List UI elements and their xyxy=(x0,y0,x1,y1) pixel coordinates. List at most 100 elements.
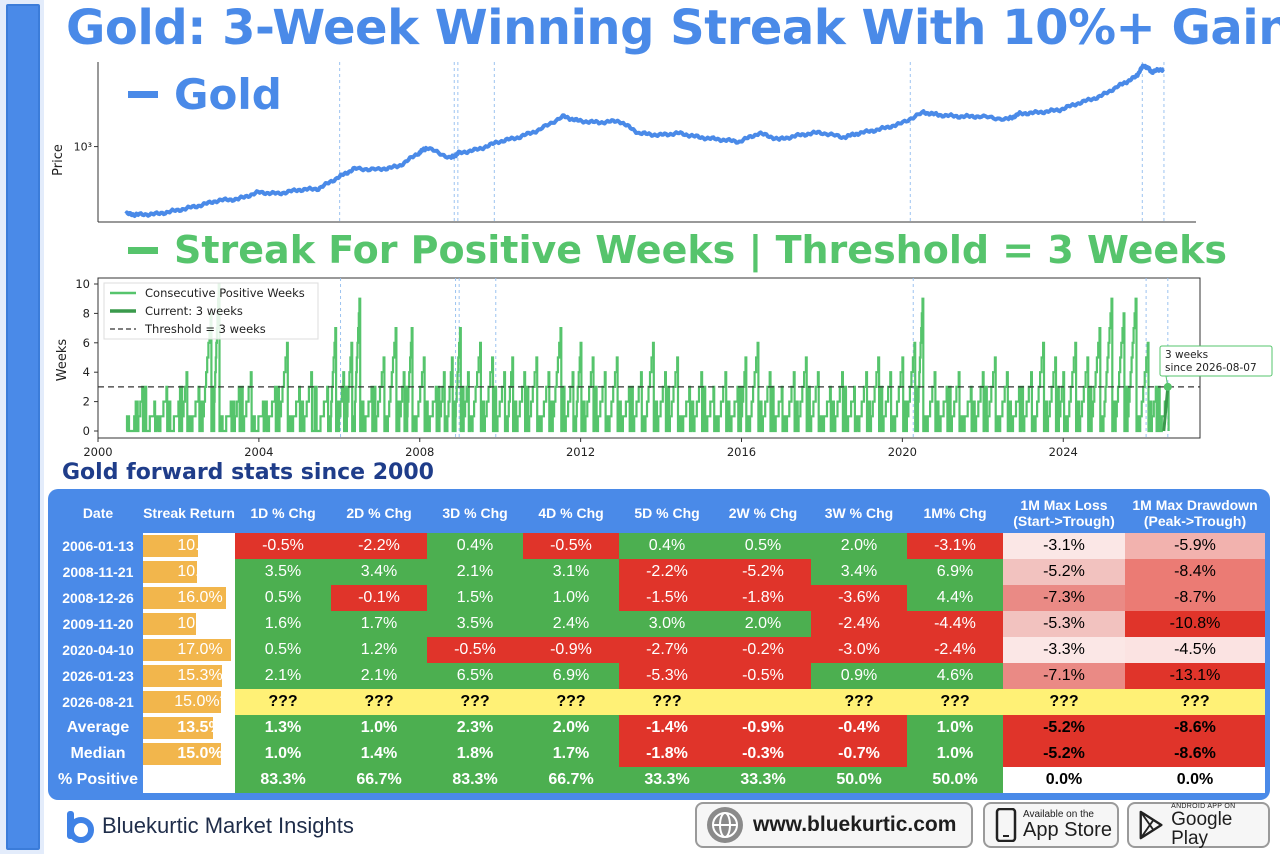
stat-cell: -0.4% xyxy=(811,715,907,741)
table-row: 2006-01-13 10.6% -0.5% -2.2% 0.4% -0.5% 0.4% 0.… xyxy=(53,533,1265,559)
streak-ytick-label: 2 xyxy=(83,395,90,409)
stat-cell: 3.5% xyxy=(235,559,331,585)
stat-cell: 3.4% xyxy=(811,559,907,585)
stat-cell: 2.0% xyxy=(811,533,907,559)
streak-xtick-label: 2020 xyxy=(888,445,917,459)
stat-cell: 1.7% xyxy=(523,741,619,767)
stat-cell: -0.5% xyxy=(427,637,523,663)
stat-cell: 1.6% xyxy=(235,611,331,637)
stat-cell: 0.0% xyxy=(1003,767,1125,793)
row-date: 2026-01-23 xyxy=(53,663,143,689)
globe-icon xyxy=(707,807,743,843)
google-play-small-text: ANDROID APP ON xyxy=(1171,802,1236,810)
streak-return-bar xyxy=(143,613,197,635)
stat-cell: -5.2% xyxy=(1003,741,1125,767)
side-accent-bar xyxy=(0,0,44,854)
column-header: 2D % Chg xyxy=(331,493,427,533)
stat-cell: -5.2% xyxy=(1003,715,1125,741)
stat-cell: -5.9% xyxy=(1125,533,1265,559)
stat-cell: 1.0% xyxy=(523,585,619,611)
row-date: 2008-11-21 xyxy=(53,559,143,585)
stat-cell: 33.3% xyxy=(715,767,811,793)
streak-xtick-label: 2000 xyxy=(83,445,112,459)
stat-cell: -1.8% xyxy=(619,741,715,767)
stat-cell: 3.4% xyxy=(331,559,427,585)
gold-price-line xyxy=(124,63,1166,218)
summary-row: Average 13.5% 1.3% 1.0% 2.3% 2.0% -1.4% -0.9% -0… xyxy=(53,715,1265,741)
streak-return-value: 10.6% xyxy=(177,537,223,554)
streak-chart: 0 2 4 6 8 10 2000 2004 2008 2012 2016 2020 2024 Week… xyxy=(55,277,1273,459)
legend-consecutive-weeks: Consecutive Positive Weeks xyxy=(145,286,305,300)
stat-cell: ??? xyxy=(523,689,619,715)
stat-cell: 0.5% xyxy=(235,637,331,663)
stat-cell: ??? xyxy=(427,689,523,715)
stat-cell: -1.4% xyxy=(619,715,715,741)
stat-cell: -0.7% xyxy=(811,741,907,767)
streak-return-value xyxy=(178,771,200,788)
google-play-big-text: Google Play xyxy=(1171,808,1233,849)
streak-xtick-label: 2024 xyxy=(1049,445,1078,459)
streak-return-value: 17.0% xyxy=(177,641,223,658)
row-date: 2008-12-26 xyxy=(53,585,143,611)
stat-cell: -0.5% xyxy=(715,663,811,689)
website-link[interactable]: www.bluekurtic.com xyxy=(695,802,973,848)
streak-xtick-label: 2016 xyxy=(727,445,756,459)
stat-cell: -5.3% xyxy=(619,663,715,689)
app-store-badge[interactable]: Available on the App Store xyxy=(983,802,1119,848)
streak-xtick-label: 2008 xyxy=(405,445,434,459)
website-url: www.bluekurtic.com xyxy=(753,813,957,836)
streak-return-bar xyxy=(143,587,226,609)
stat-cell: 4.6% xyxy=(907,663,1003,689)
current-streak-annotation: 3 weeks since 2026-08-07 xyxy=(1159,345,1273,387)
forward-stats-table: Date Streak Return 1D % Chg 2D % Chg 3D % Ch… xyxy=(53,493,1265,793)
column-header: Streak Return xyxy=(143,493,235,533)
stat-cell: 3.0% xyxy=(619,611,715,637)
stat-cell: -4.4% xyxy=(907,611,1003,637)
stat-cell: -3.3% xyxy=(1003,637,1125,663)
stat-cell: 3.1% xyxy=(523,559,619,585)
column-header: 5D % Chg xyxy=(619,493,715,533)
streak-return-value: 13.5% xyxy=(177,719,223,736)
stat-cell: -2.4% xyxy=(907,637,1003,663)
streak-legend-label: Streak For Positive Weeks | Threshold = … xyxy=(174,228,1228,272)
stat-cell: -3.0% xyxy=(811,637,907,663)
stat-cell: ??? xyxy=(619,689,715,715)
stat-cell: -0.3% xyxy=(715,741,811,767)
stat-cell: 6.5% xyxy=(427,663,523,689)
streak-return-cell: 17.0% xyxy=(143,637,235,663)
streak-xtick-label: 2012 xyxy=(566,445,595,459)
summary-row: Median 15.0% 1.0% 1.4% 1.8% 1.7% -1.8% -0.3% -0.… xyxy=(53,741,1265,767)
streak-return-value: 10.3% xyxy=(177,615,223,632)
column-header: 4D % Chg xyxy=(523,493,619,533)
streak-return-cell: 10.4% xyxy=(143,559,235,585)
table-row: 2008-12-26 16.0% 0.5% -0.1% 1.5% 1.0% -1.5% -1.… xyxy=(53,585,1265,611)
row-date: 2006-01-13 xyxy=(53,533,143,559)
stat-cell: -5.2% xyxy=(1003,559,1125,585)
stat-cell: 66.7% xyxy=(523,767,619,793)
column-header: 3D % Chg xyxy=(427,493,523,533)
stat-cell: 1.8% xyxy=(427,741,523,767)
streak-xtick-label: 2004 xyxy=(244,445,273,459)
stat-cell: -8.6% xyxy=(1125,715,1265,741)
streak-return-bar xyxy=(143,743,221,765)
annotation-box xyxy=(1159,345,1273,377)
stat-cell: 83.3% xyxy=(427,767,523,793)
stat-cell: 33.3% xyxy=(619,767,715,793)
streak-return-cell: 10.6% xyxy=(143,533,235,559)
stat-cell: -5.3% xyxy=(1003,611,1125,637)
streak-return-value: 15.0% xyxy=(177,745,223,762)
stat-cell: 2.1% xyxy=(331,663,427,689)
stat-cell: -4.5% xyxy=(1125,637,1265,663)
stat-cell: ??? xyxy=(907,689,1003,715)
stat-cell: 50.0% xyxy=(907,767,1003,793)
stat-cell: -8.4% xyxy=(1125,559,1265,585)
table-row: 2020-04-10 17.0% 0.5% 1.2% -0.5% -0.9% -2.7% -0… xyxy=(53,637,1265,663)
streak-return-value: 15.3% xyxy=(177,667,223,684)
weeks-axis-label: Weeks xyxy=(55,339,70,382)
streak-return-cell: 15.0%* xyxy=(143,689,235,715)
stat-cell: -0.5% xyxy=(523,533,619,559)
column-header: Date xyxy=(53,493,143,533)
stat-cell: 1.0% xyxy=(235,741,331,767)
column-header: 1M% Chg xyxy=(907,493,1003,533)
google-play-badge[interactable]: ANDROID APP ON Google Play xyxy=(1127,802,1270,848)
